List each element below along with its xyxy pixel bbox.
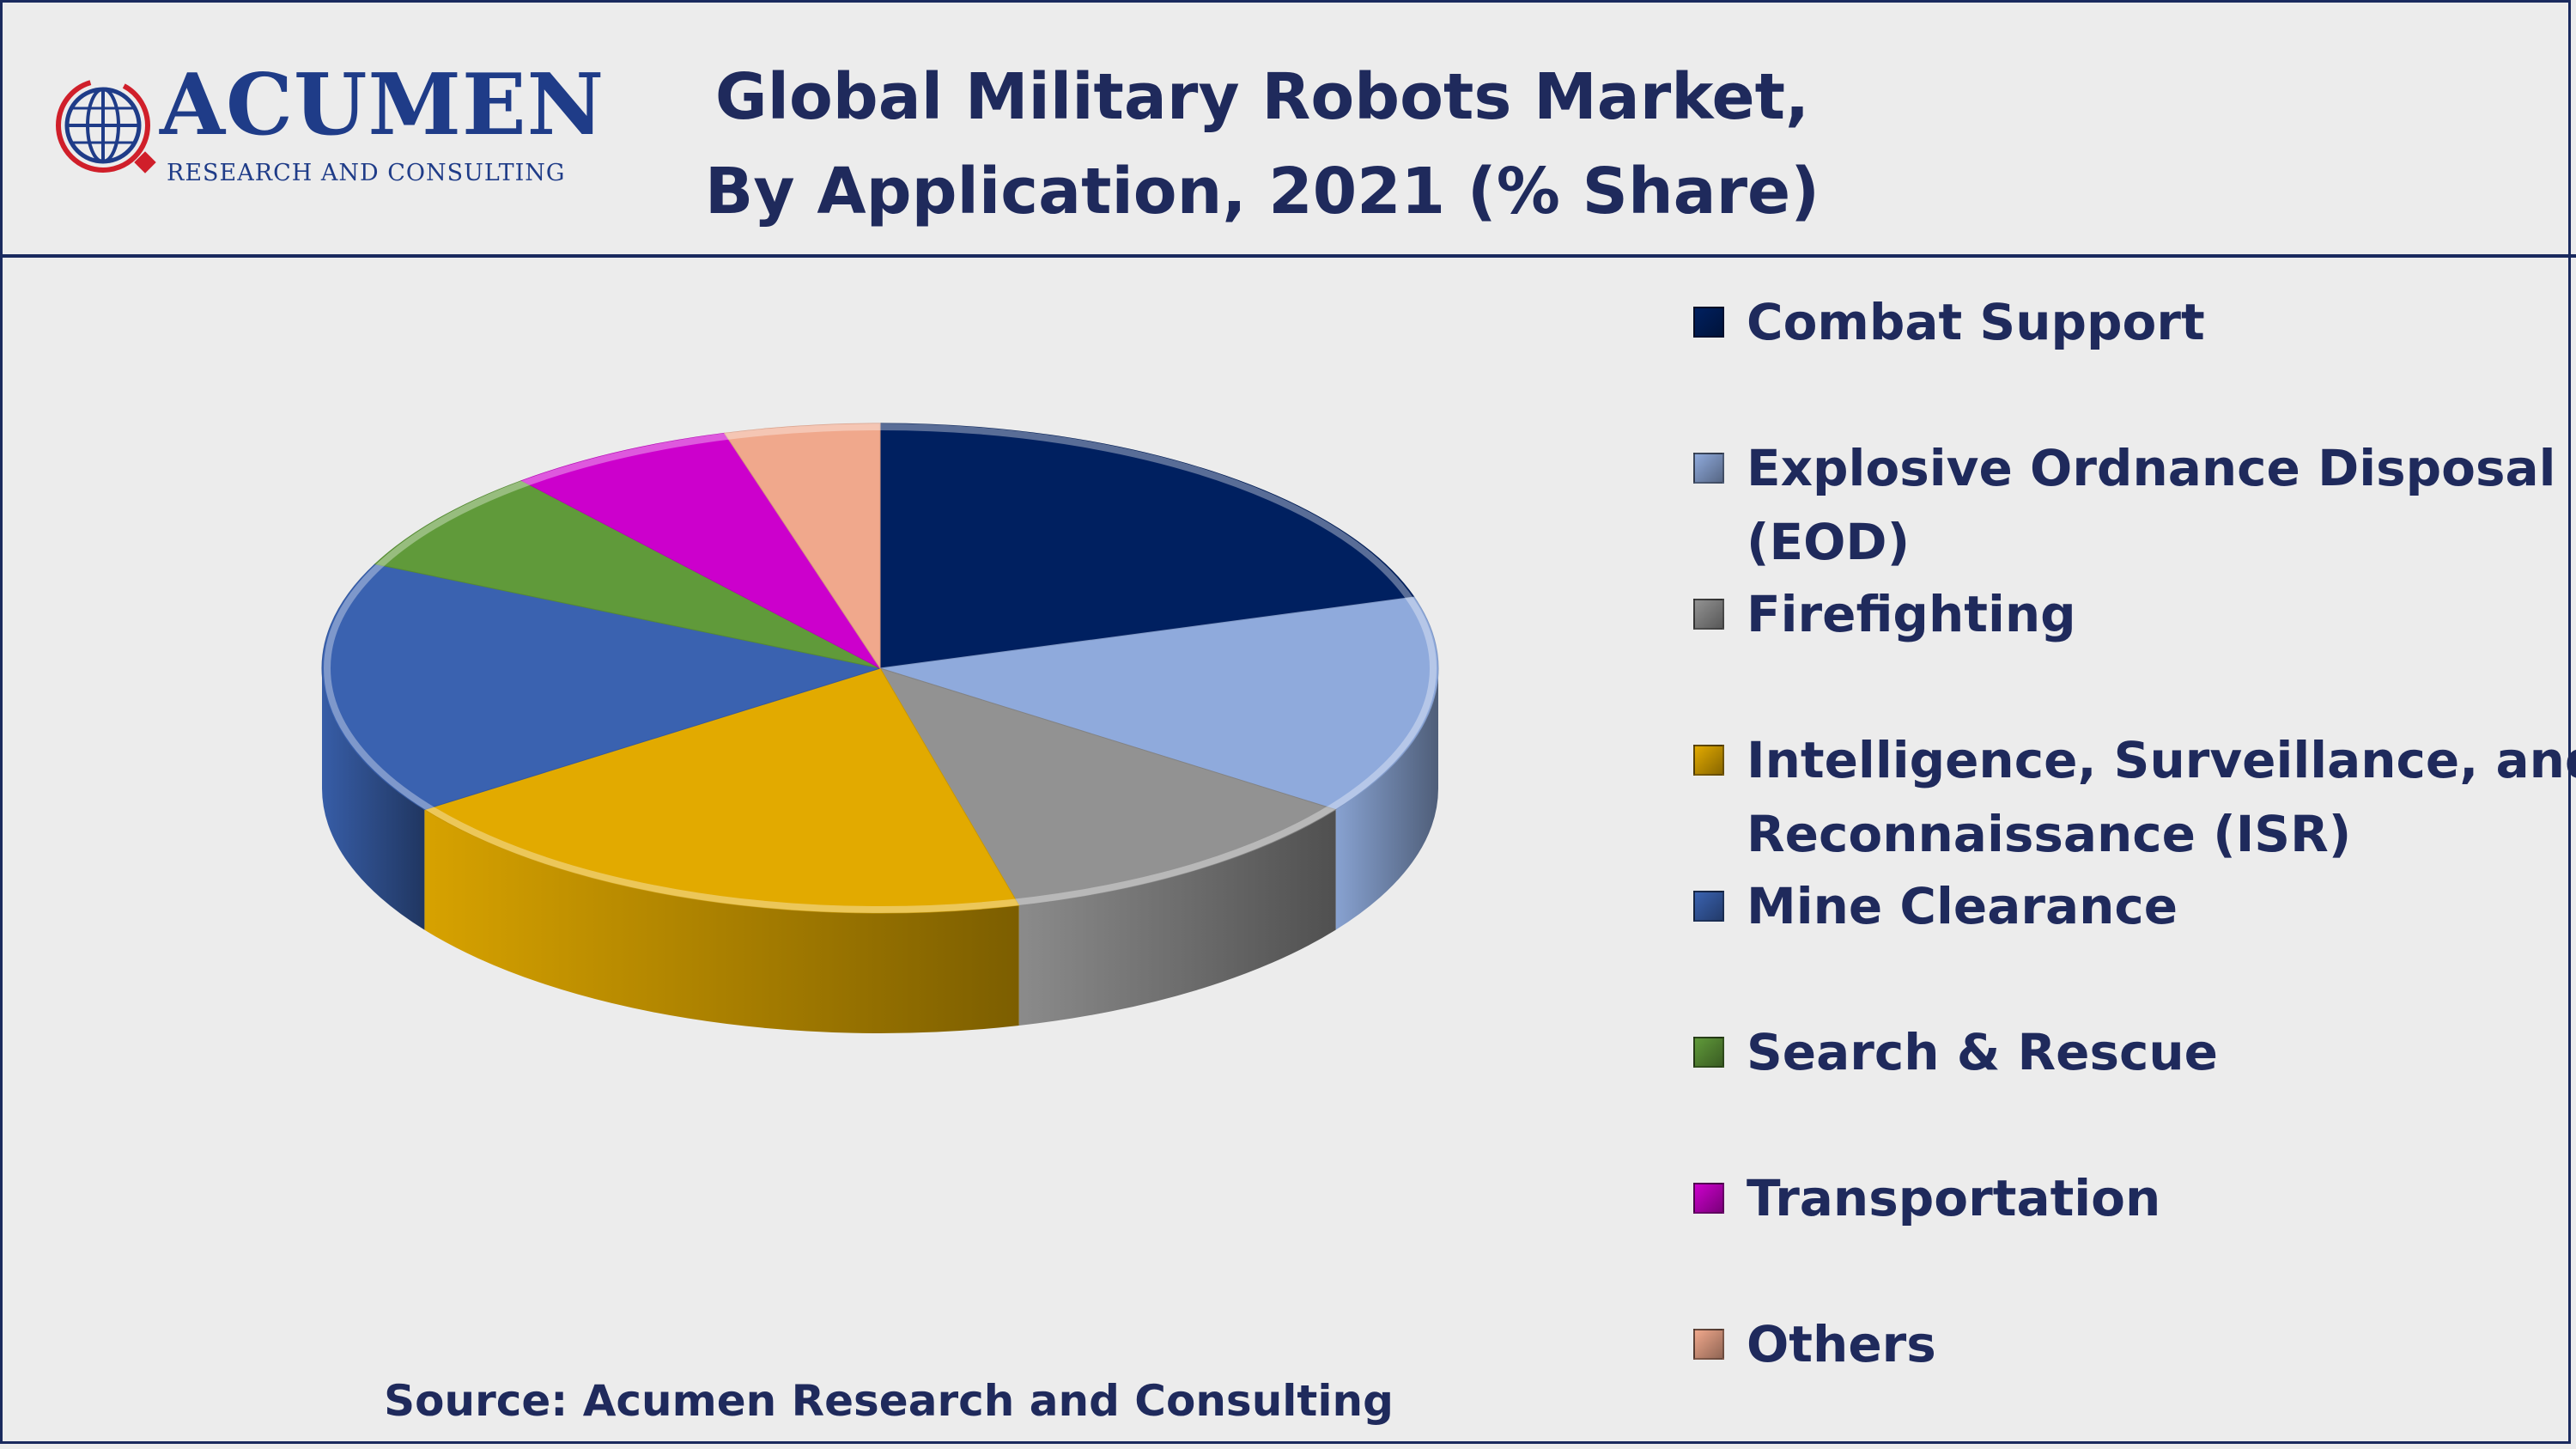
legend-swatch — [1693, 745, 1724, 776]
pie-rim-firefighting — [1018, 809, 1336, 1026]
brand-tagline: RESEARCH AND CONSULTING — [167, 160, 566, 186]
pie-top — [321, 423, 1439, 914]
pie-rim-explosive-ordnance-disposal-eod — [1335, 668, 1438, 930]
legend-label-line-1: Firefighting — [1747, 585, 2076, 643]
legend-label: Transportation — [1747, 1161, 2160, 1235]
legend-label: Firefighting — [1747, 577, 2076, 651]
legend-label: Search & Rescue — [1747, 1015, 2218, 1089]
pie-bevel-highlight — [324, 423, 1437, 913]
legend-swatch — [1693, 453, 1724, 484]
legend-label: Intelligence, Surveillance, and Reconnais… — [1747, 723, 2576, 871]
legend-swatch — [1693, 891, 1724, 922]
legend-swatch — [1693, 1037, 1724, 1068]
legend-label-line-2: Reconnaissance (ISR) — [1747, 805, 2352, 863]
title-line-2: By Application, 2021 (% Share) — [704, 155, 1820, 228]
legend-swatch — [1693, 307, 1724, 338]
legend-label-line-1: Combat Support — [1747, 293, 2205, 351]
legend-label-line-1: Search & Rescue — [1747, 1023, 2219, 1081]
pie-rim-mine-clearance — [322, 668, 425, 930]
brand-name: ACUMEN — [160, 56, 605, 155]
legend-label-line-1: Intelligence, Surveillance, and — [1747, 731, 2576, 789]
chart-title: Global Military Robots Market, By Applic… — [618, 50, 1906, 239]
globe-icon — [56, 78, 156, 174]
pie-slice-transportation — [520, 432, 881, 669]
pie-slice-firefighting — [878, 667, 1337, 906]
header-divider — [0, 254, 2576, 258]
pie-slice-search-rescue — [374, 480, 881, 669]
title-line-1: Global Military Robots Market, — [714, 60, 1810, 134]
legend-swatch — [1693, 1329, 1724, 1360]
legend-label-line-2: (EOD) — [1747, 513, 1911, 571]
acumen-logo: ACUMEN RESEARCH AND CONSULTING — [53, 58, 604, 196]
pie-slice-others — [723, 423, 881, 670]
legend-swatch — [1693, 599, 1724, 630]
legend-label-line-1: Transportation — [1747, 1169, 2161, 1227]
pie-rim-intelligence-surveillance-and-reconnaissance-isr — [424, 809, 1019, 1033]
pie-chart — [321, 423, 1439, 1033]
legend-label: Explosive Ordnance Disposal (EOD) — [1747, 431, 2556, 579]
legend-swatch — [1693, 1183, 1724, 1214]
pie-sides — [322, 668, 1438, 1033]
legend-label: Mine Clearance — [1747, 869, 2178, 943]
legend-label-line-1: Explosive Ordnance Disposal — [1747, 439, 2556, 497]
pie-slice-combat-support — [879, 423, 1415, 669]
source-note: Source: Acumen Research and Consulting — [384, 1376, 1394, 1426]
legend-label: Combat Support — [1747, 285, 2205, 359]
legend-label-line-1: Mine Clearance — [1747, 877, 2178, 935]
pie-slice-intelligence-surveillance-and-reconnaissance-isr — [423, 667, 1020, 914]
pie-slice-explosive-ordnance-disposal-eod — [879, 596, 1439, 811]
legend-label: Others — [1747, 1307, 1936, 1381]
pie-slice-mine-clearance — [321, 563, 881, 811]
legend-label-line-1: Others — [1747, 1315, 1936, 1373]
